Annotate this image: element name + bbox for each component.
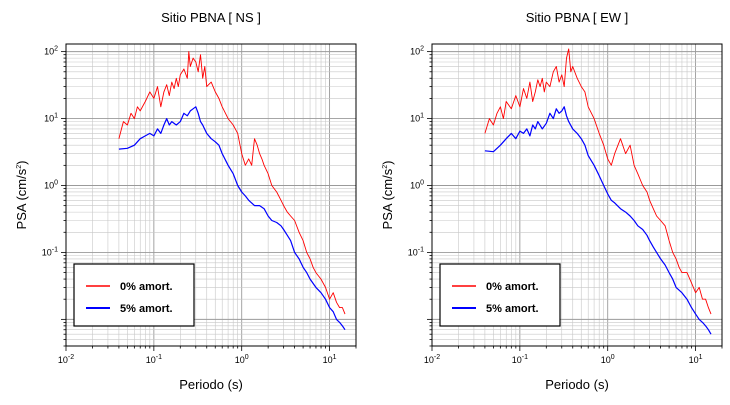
x-tick-exponent: -2 <box>68 354 74 361</box>
x-tick-base: 10 <box>601 355 611 365</box>
y-tick-exponent: -1 <box>418 246 424 253</box>
y-tick-label: 101 <box>44 113 58 124</box>
legend-label: 0% amort. <box>486 281 539 293</box>
y-label-tail: ) <box>14 161 29 165</box>
y-label-main: PSA (cm/s <box>14 168 29 229</box>
y-label-tail: ) <box>380 161 395 165</box>
x-tick-label: 101 <box>323 354 337 365</box>
y-tick-base: 10 <box>44 47 54 57</box>
y-tick-base: 10 <box>410 47 420 57</box>
y-tick-exponent: 0 <box>420 179 424 186</box>
x-tick-label: 10-2 <box>424 354 440 365</box>
legend-label: 5% amort. <box>120 303 173 315</box>
legend-label: 5% amort. <box>486 303 539 315</box>
y-tick-exponent: 2 <box>420 46 424 53</box>
x-tick-label: 10-2 <box>58 354 74 365</box>
chart-title: Sitio PBNA [ NS ] <box>161 10 261 25</box>
x-axis-label: Periodo (s) <box>179 377 243 392</box>
x-tick-base: 10 <box>235 355 245 365</box>
legend-label: 0% amort. <box>120 281 173 293</box>
y-tick-base: 10 <box>410 114 420 124</box>
series-line-red <box>484 48 712 315</box>
y-tick-label: 100 <box>410 179 424 190</box>
tick-marks <box>427 51 723 351</box>
x-tick-label: 100 <box>235 354 249 365</box>
x-tick-exponent: 1 <box>333 354 337 361</box>
x-tick-base: 10 <box>424 355 434 365</box>
tick-marks <box>61 51 357 351</box>
y-axis-label: PSA (cm/s2) <box>14 161 29 230</box>
legend: 0% amort. 5% amort. <box>439 263 561 327</box>
y-tick-base: 10 <box>408 247 418 257</box>
y-tick-label: 101 <box>410 113 424 124</box>
legend-box <box>73 263 195 327</box>
legend: 0% amort. 5% amort. <box>73 263 195 327</box>
series-line-red <box>118 51 346 315</box>
y-tick-base: 10 <box>410 180 420 190</box>
legend-box <box>439 263 561 327</box>
y-label-superscript: 2 <box>16 165 23 169</box>
y-label-main: PSA (cm/s <box>380 168 395 229</box>
y-tick-label: 10-1 <box>408 246 424 257</box>
plot-frame <box>431 43 723 347</box>
x-tick-label: 101 <box>689 354 703 365</box>
y-tick-label: 102 <box>410 46 424 57</box>
x-tick-base: 10 <box>689 355 699 365</box>
y-axis-label: PSA (cm/s2) <box>380 161 395 230</box>
series-line-blue <box>118 106 346 331</box>
y-tick-label: 100 <box>44 179 58 190</box>
x-tick-exponent: 1 <box>699 354 703 361</box>
x-axis-label: Periodo (s) <box>545 377 609 392</box>
x-tick-label: 100 <box>601 354 615 365</box>
x-tick-base: 10 <box>146 355 156 365</box>
grid <box>65 44 357 347</box>
x-tick-exponent: 0 <box>245 354 249 361</box>
y-tick-base: 10 <box>44 180 54 190</box>
y-tick-exponent: 1 <box>54 113 58 120</box>
series-line-blue <box>484 106 712 335</box>
x-tick-base: 10 <box>323 355 333 365</box>
plot-frame <box>65 43 357 347</box>
x-tick-exponent: 0 <box>611 354 615 361</box>
x-tick-label: 10-1 <box>146 354 162 365</box>
x-tick-base: 10 <box>512 355 522 365</box>
y-tick-exponent: 2 <box>54 46 58 53</box>
y-tick-base: 10 <box>44 114 54 124</box>
x-tick-exponent: -1 <box>522 354 528 361</box>
chart-title: Sitio PBNA [ EW ] <box>526 10 629 25</box>
y-tick-base: 10 <box>42 247 52 257</box>
x-tick-base: 10 <box>58 355 68 365</box>
y-tick-label: 102 <box>44 46 58 57</box>
y-label-superscript: 2 <box>382 165 389 169</box>
y-tick-label: 10-1 <box>42 246 58 257</box>
y-tick-exponent: 1 <box>420 113 424 120</box>
x-tick-label: 10-1 <box>512 354 528 365</box>
x-tick-exponent: -2 <box>434 354 440 361</box>
y-tick-exponent: 0 <box>54 179 58 186</box>
y-tick-exponent: -1 <box>52 246 58 253</box>
x-tick-exponent: -1 <box>156 354 162 361</box>
